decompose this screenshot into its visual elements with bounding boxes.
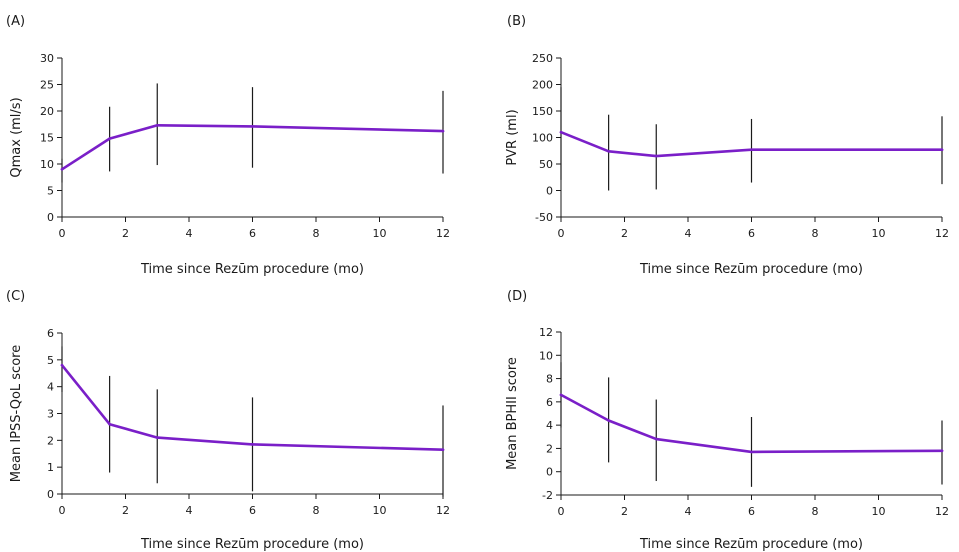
data-point	[607, 149, 610, 153]
y-tick-label: 100	[532, 132, 553, 145]
panel-label-b: (B)	[507, 14, 527, 29]
x-tick-label: 0	[558, 505, 565, 518]
x-tick-label: 10	[872, 227, 886, 240]
data-point	[251, 125, 254, 128]
y-tick-label: 4	[47, 381, 54, 394]
y-tick-label: 12	[539, 326, 553, 339]
x-tick-label: 6	[748, 227, 755, 240]
x-tick-label: 8	[812, 505, 819, 518]
panel-label-d: (D)	[507, 289, 528, 304]
x-tick-label: 6	[748, 505, 755, 518]
y-tick-label: 15	[40, 132, 54, 145]
y-tick-label: 0	[47, 211, 54, 224]
panel-label-c: (C)	[6, 289, 26, 304]
x-tick-label: 6	[249, 504, 256, 517]
data-point	[654, 437, 658, 441]
y-tick-label: 0	[47, 488, 54, 501]
x-tick-label: 6	[249, 227, 256, 240]
y-tick-label: 3	[47, 408, 54, 421]
x-tick-label: 0	[59, 227, 66, 240]
x-tick-label: 10	[872, 505, 886, 518]
y-tick-label: -2	[542, 489, 553, 502]
chart-panel-a: 0 5 10 15 20 25 30 0 2 4 6 8 10 12 Time since Rezūm pr…	[9, 52, 450, 277]
x-tick-label: 4	[685, 505, 692, 518]
y-axis-title: Qmax (ml/s)	[9, 97, 24, 177]
x-tick-label: 0	[59, 504, 66, 517]
x-tick-label: 0	[558, 227, 565, 240]
y-tick-label: 200	[532, 79, 553, 92]
y-tick-label: 0	[546, 466, 553, 479]
y-tick-label: 30	[40, 52, 54, 65]
panel-label-a: (A)	[6, 14, 26, 29]
x-tick-label: 2	[122, 504, 129, 517]
y-tick-label: 5	[47, 354, 54, 367]
x-axis-title: Time since Rezūm procedure (mo)	[140, 537, 364, 552]
y-tick-label: 6	[546, 396, 553, 409]
x-tick-label: 12	[436, 227, 450, 240]
y-tick-label: 10	[539, 349, 553, 362]
x-tick-label: 4	[685, 227, 692, 240]
y-axis-title: Mean BPHII score	[505, 357, 520, 470]
data-point	[559, 393, 563, 397]
y-tick-label: 50	[539, 158, 553, 171]
y-tick-label: 2	[47, 434, 54, 447]
x-axis-title: Time since Rezūm procedure (mo)	[639, 537, 863, 552]
y-tick-label: 8	[546, 373, 553, 386]
data-point	[654, 154, 658, 158]
y-tick-label: 20	[40, 105, 54, 118]
x-tick-label: 2	[122, 227, 129, 240]
data-point	[60, 363, 64, 367]
x-axis-title: Time since Rezūm procedure (mo)	[140, 262, 364, 277]
data-point	[607, 419, 610, 422]
x-tick-label: 12	[436, 504, 450, 517]
x-tick-label: 4	[186, 227, 193, 240]
data-point	[750, 148, 753, 151]
x-axis-title: Time since Rezūm procedure (mo)	[639, 262, 863, 277]
x-tick-label: 8	[313, 504, 320, 517]
data-point	[441, 129, 445, 133]
x-tick-label: 8	[313, 227, 320, 240]
y-axis-title: PVR (ml)	[505, 109, 520, 165]
y-tick-label: 1	[47, 461, 54, 474]
data-point	[441, 448, 445, 452]
x-tick-label: 4	[186, 504, 193, 517]
data-point	[108, 422, 111, 426]
x-tick-label: 10	[373, 504, 387, 517]
y-axis-title: Mean IPSS-QoL score	[9, 345, 24, 482]
chart-panel-b: -50 0 50 100 150 200 250 0 2 4 6 8 10 12 Time since Re…	[505, 52, 949, 277]
y-tick-label: 6	[47, 327, 54, 340]
y-tick-label: 25	[40, 79, 54, 92]
y-tick-label: 5	[47, 185, 54, 198]
data-point	[155, 436, 159, 439]
data-point	[750, 450, 753, 454]
data-point	[940, 148, 944, 151]
y-tick-label: 0	[546, 185, 553, 198]
data-point	[559, 130, 563, 134]
y-tick-label: 250	[532, 52, 553, 65]
y-tick-label: 150	[532, 105, 553, 118]
chart-panel-d: -2 0 2 4 6 8 10 12 0 2 4 6 8 10 12 Time since Rezūm pro…	[505, 326, 949, 552]
y-tick-label: 4	[546, 419, 553, 432]
x-tick-label: 10	[373, 227, 387, 240]
data-point	[251, 443, 254, 446]
x-tick-label: 12	[935, 227, 949, 240]
y-tick-label: -50	[535, 211, 553, 224]
y-tick-label: 10	[40, 158, 54, 171]
x-tick-label: 2	[621, 227, 628, 240]
data-point	[60, 168, 64, 171]
data-point	[155, 124, 159, 127]
x-tick-label: 8	[812, 227, 819, 240]
x-tick-label: 2	[621, 505, 628, 518]
data-point	[940, 449, 944, 453]
y-tick-label: 2	[546, 442, 553, 455]
x-tick-label: 12	[935, 505, 949, 518]
data-point	[108, 137, 111, 140]
